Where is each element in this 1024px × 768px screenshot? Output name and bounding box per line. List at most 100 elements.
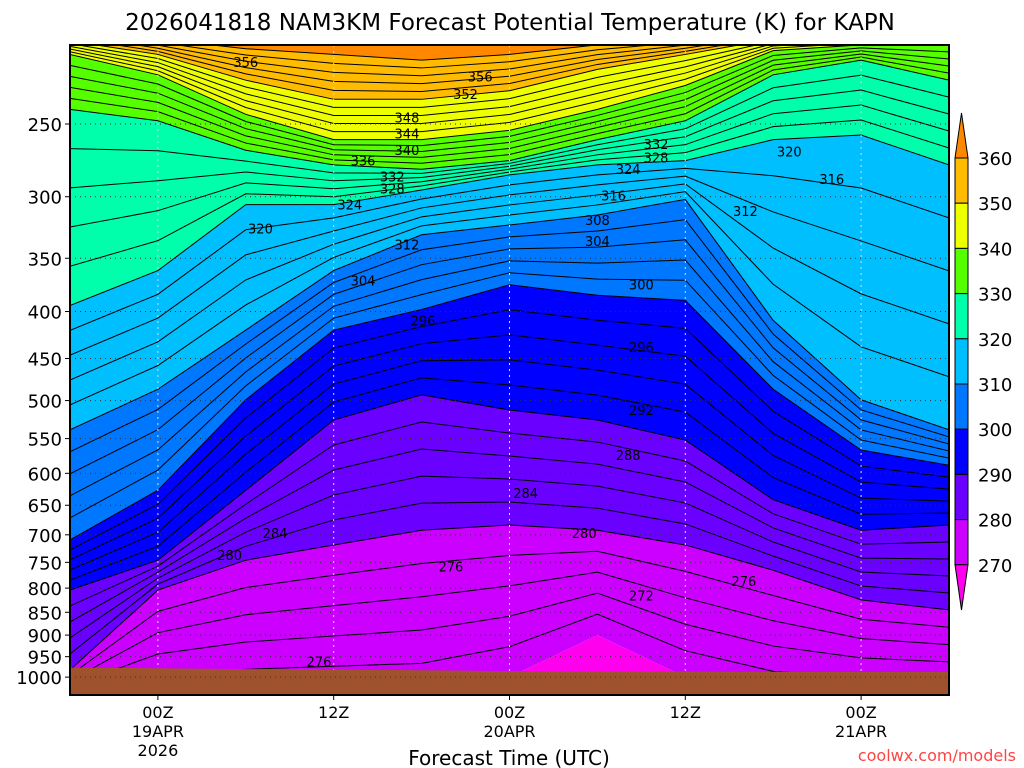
contour-294	[70, 359, 949, 571]
colorbar-label: 270	[978, 556, 1012, 577]
colorbar-label: 350	[978, 194, 1012, 215]
contour-label: 296	[411, 314, 436, 329]
colorbar-label: 300	[978, 420, 1012, 441]
contour-label: 304	[351, 274, 376, 289]
contour-label: 324	[616, 163, 641, 178]
colorbar-label: 320	[978, 330, 1012, 351]
y-tick-label: 450	[28, 350, 62, 371]
contour-label: 332	[380, 170, 405, 185]
contour-label: 280	[572, 527, 597, 542]
contour-304	[70, 259, 949, 497]
contour-label: 304	[585, 235, 610, 250]
contour-labels: 3563563523483443403363323283243203123042…	[217, 56, 844, 671]
y-tick-label: 600	[28, 464, 62, 485]
contour-288	[70, 421, 949, 607]
colorbar-label: 310	[978, 375, 1012, 396]
contour-358	[174, 45, 658, 69]
x-tick-label: 21APR	[835, 722, 887, 741]
colorbar-swatch	[954, 473, 969, 521]
contour-label: 276	[731, 575, 756, 590]
band-above-360	[212, 45, 596, 61]
x-tick-label: 00Z	[845, 703, 876, 722]
x-tick-label: 12Z	[318, 703, 349, 722]
contour-label: 336	[351, 155, 376, 170]
contour-label: 300	[629, 279, 654, 294]
chart-title: 2026041818 NAM3KM Forecast Potential Tem…	[125, 10, 895, 36]
contour-label: 296	[629, 341, 654, 356]
contour-label: 284	[513, 487, 538, 502]
contour-320	[70, 134, 949, 306]
band-280-290	[70, 394, 949, 670]
band-300-310	[70, 199, 949, 540]
colorbar: 360 350 340 330 320 310 300 290 280 270	[954, 112, 1012, 611]
x-tick-label: 00Z	[494, 703, 525, 722]
contour-302	[70, 272, 949, 519]
contour-label: 292	[629, 404, 654, 419]
colorbar-swatch	[954, 519, 969, 566]
y-tick-label: 850	[28, 603, 62, 624]
contour-label: 272	[629, 590, 654, 605]
contour-label: 352	[453, 88, 478, 103]
contour-label: 324	[337, 199, 362, 214]
contour-284	[70, 475, 949, 639]
watermark: coolwx.com/models	[858, 746, 1016, 765]
contour-314	[70, 183, 949, 381]
band-340-350	[70, 45, 859, 140]
contour-label: 284	[263, 527, 288, 542]
contour-308	[70, 219, 949, 453]
y-tick-label: 400	[28, 303, 62, 324]
band-330-340	[70, 45, 949, 170]
contour-352	[113, 45, 728, 92]
band-310-320	[70, 135, 949, 430]
colorbar-swatch	[954, 202, 969, 249]
contour-286	[70, 448, 949, 623]
contour-344	[70, 45, 799, 125]
contour-label: 356	[468, 71, 493, 86]
y-tick-label: 900	[28, 626, 62, 647]
contour-290	[70, 394, 949, 591]
colorbar-swatch	[954, 293, 969, 340]
y-tick-label: 950	[28, 648, 62, 669]
contour-label: 356	[233, 56, 258, 71]
colorbar-label: 280	[978, 511, 1012, 532]
contour-label: 312	[395, 238, 420, 253]
ground-surface	[70, 667, 949, 695]
y-tick-label: 700	[28, 526, 62, 547]
contour-label: 328	[644, 152, 669, 167]
contour-label: 312	[733, 205, 758, 220]
y-tick-label: 550	[28, 430, 62, 451]
contour-label: 348	[395, 112, 420, 127]
contour-label: 340	[395, 144, 420, 159]
contour-label: 320	[248, 223, 273, 238]
contour-310	[70, 198, 949, 431]
y-tick-label: 350	[28, 249, 62, 270]
contour-label: 332	[644, 138, 669, 153]
contour-316	[70, 175, 949, 356]
contour-label: 316	[601, 189, 626, 204]
colorbar-swatch	[954, 383, 969, 430]
contour-292	[70, 377, 949, 581]
grid-lines	[70, 45, 949, 695]
contour-label: 320	[777, 146, 802, 161]
y-tick-label: 750	[28, 553, 62, 574]
ground	[70, 667, 949, 695]
band-320-330	[70, 60, 949, 306]
y-tick-label: 300	[28, 188, 62, 209]
x-tick-label: 12Z	[670, 703, 701, 722]
y-tick-label: 1000	[16, 668, 62, 689]
contour-306	[70, 239, 949, 475]
band-290-300	[70, 284, 949, 591]
contour-342	[70, 45, 835, 133]
x-tick-label: 2026	[138, 741, 179, 760]
contour-label: 344	[395, 127, 420, 142]
y-tick-label: 650	[28, 496, 62, 517]
x-tick-label: 00Z	[142, 703, 173, 722]
colorbar-label: 360	[978, 149, 1012, 170]
colorbar-label: 340	[978, 239, 1012, 260]
contour-324	[70, 104, 949, 228]
y-tick-label: 800	[28, 579, 62, 600]
contour-356	[153, 45, 690, 77]
contour-label: 288	[616, 449, 641, 464]
contour-328	[70, 74, 949, 174]
